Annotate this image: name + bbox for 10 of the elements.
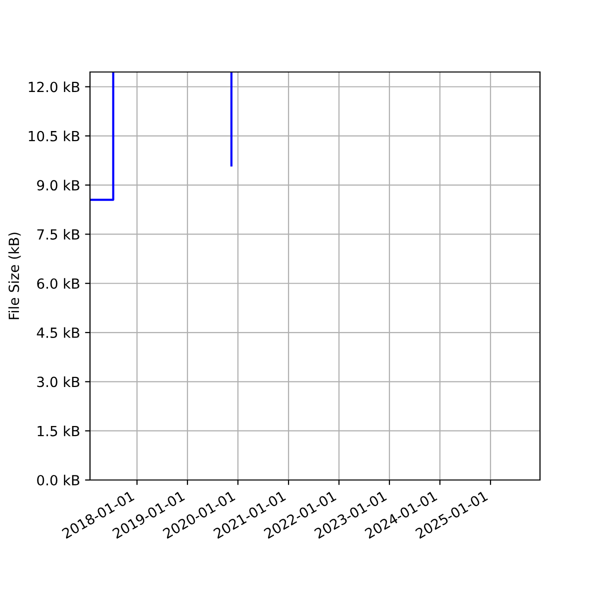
y-tick-label: 9.0 kB: [37, 180, 80, 191]
y-tick-label: 6.0 kB: [37, 278, 80, 289]
y-tick-label: 3.0 kB: [37, 376, 80, 388]
y-tick-label: 0.0 kB: [37, 474, 80, 486]
y-tick-label: 1.5 kB: [38, 426, 80, 436]
y-axis-title: File Size (kB): [8, 232, 21, 320]
y-tick-label: 10.5 kB: [28, 130, 80, 142]
y-tick-label: 12.0 kB: [28, 81, 80, 92]
y-tick-label: 4.5 kB: [36, 327, 80, 338]
y-tick-label: 7.5 kB: [37, 228, 80, 240]
